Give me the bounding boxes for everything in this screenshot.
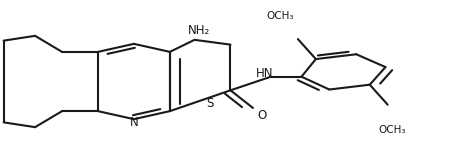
Text: S: S (206, 97, 213, 110)
Text: OCH₃: OCH₃ (266, 11, 293, 21)
Text: HN: HN (255, 67, 273, 80)
Text: N: N (129, 116, 138, 129)
Text: O: O (257, 109, 266, 122)
Text: OCH₃: OCH₃ (377, 125, 405, 135)
Text: NH₂: NH₂ (188, 24, 210, 37)
